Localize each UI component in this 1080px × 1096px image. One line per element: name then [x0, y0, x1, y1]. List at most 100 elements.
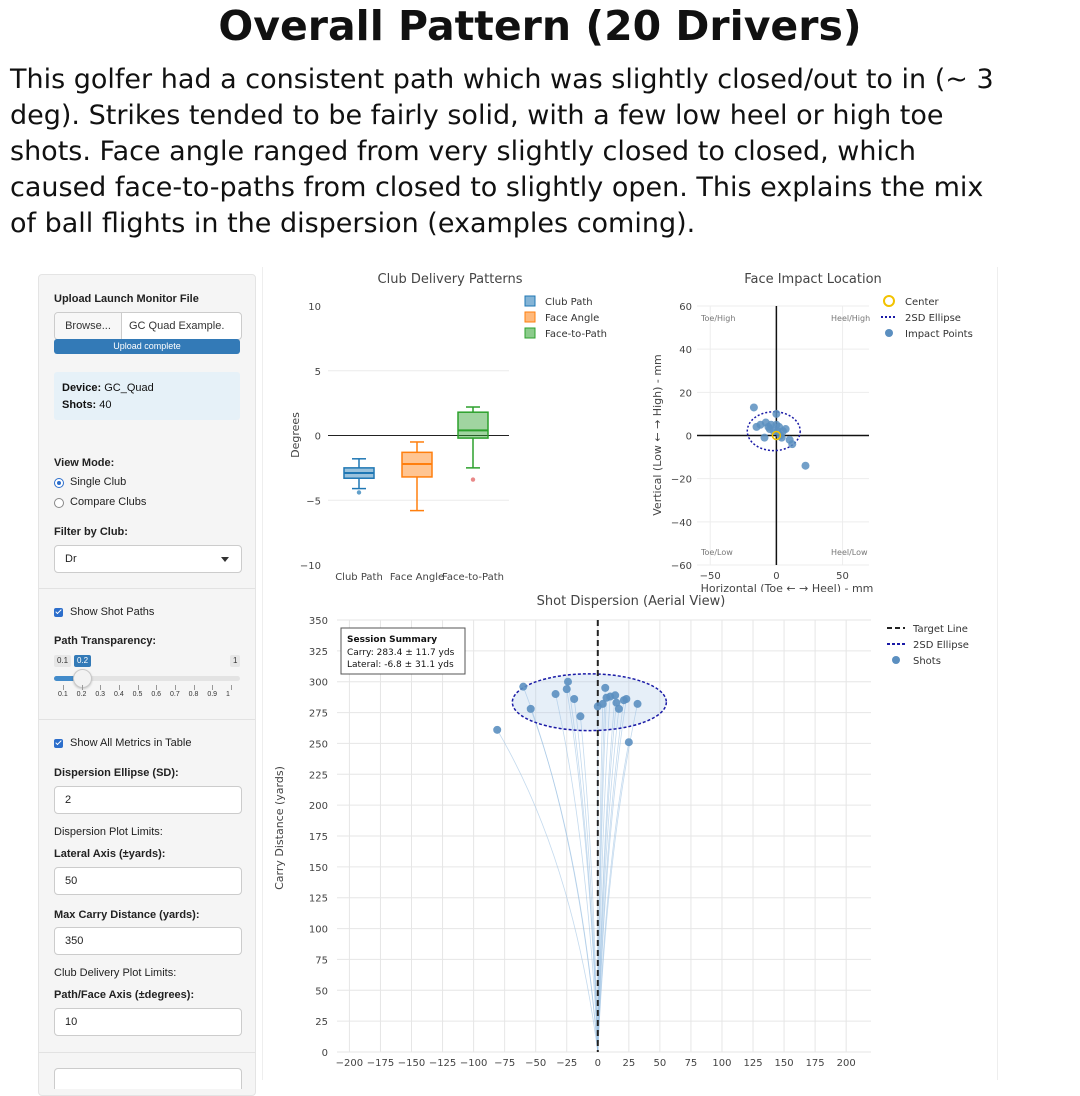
corner-label: Heel/Low [831, 548, 868, 557]
chart-title: Shot Dispersion (Aerial View) [537, 594, 726, 609]
device-value: GC_Quad [104, 382, 154, 394]
shot-path [530, 708, 599, 1053]
legend-swatch [885, 329, 893, 337]
radio-compare-clubs[interactable] [54, 498, 64, 508]
legend-label: Impact Points [905, 329, 973, 340]
x-tick-label: Club Path [335, 572, 383, 583]
path-transparency-label: Path Transparency: [54, 635, 157, 647]
y-tick-label: 300 [309, 678, 328, 689]
shot-point [526, 704, 535, 713]
club-delivery-chart: Club Delivery Patterns 10 5 0 −5 −10 Degrees Cl… [289, 272, 607, 583]
device-label: Device: [62, 382, 102, 394]
slider-tick [156, 685, 158, 690]
lateral-axis-input[interactable]: 50 [54, 867, 242, 895]
path-face-axis-label: Path/Face Axis (±degrees): [54, 989, 195, 1001]
x-tick-label: 175 [806, 1058, 825, 1069]
y-tick-label: 125 [309, 894, 328, 905]
path-face-axis-input[interactable]: 10 [54, 1008, 242, 1036]
y-tick-label: 25 [315, 1017, 328, 1028]
y-tick-label: 10 [308, 302, 321, 313]
y-tick-label: −20 [671, 475, 692, 486]
intro-line: caused face-to-paths from closed to slig… [10, 172, 984, 203]
shot-path [573, 698, 599, 1053]
legend-label: Shots [913, 656, 941, 667]
club-select[interactable]: Dr [54, 545, 242, 573]
show-shot-paths-checkbox[interactable] [54, 608, 63, 617]
shot-path [597, 698, 627, 1053]
divider [39, 588, 255, 589]
slider-tick [231, 685, 232, 690]
y-tick-label: −5 [306, 496, 321, 507]
slider-tick-label: 0.2 [76, 691, 87, 698]
y-tick-label: 40 [679, 345, 692, 356]
impact-point [788, 440, 797, 449]
x-tick-label: −25 [556, 1058, 577, 1069]
legend-swatch [883, 295, 895, 307]
download-button[interactable] [54, 1068, 242, 1089]
radio-single-club-label[interactable]: Single Club [70, 476, 127, 488]
shot-point [551, 690, 560, 699]
club-select-value: Dr [65, 553, 77, 565]
x-tick-label: −50 [700, 571, 721, 582]
legend-swatch [524, 295, 536, 307]
charts-panel: Club Delivery Patterns 10 5 0 −5 −10 Degrees Cl… [262, 267, 998, 1080]
legend-label: 2SD Ellipse [913, 640, 969, 651]
slider-tick [137, 685, 139, 690]
slider-tick [81, 685, 83, 690]
intro-line: deg). Strikes tended to be fairly solid,… [10, 100, 944, 131]
shot-dispersion-chart: Shot Dispersion (Aerial View) 350 325 300 27… [273, 594, 969, 1069]
y-axis-label: Carry Distance (yards) [273, 766, 286, 890]
radio-single-club[interactable] [54, 478, 64, 488]
ellipse-sd-input[interactable]: 2 [54, 786, 242, 814]
shot-point [612, 698, 621, 707]
y-tick-label: 50 [315, 986, 328, 997]
shot-path [580, 716, 599, 1053]
y-tick-label: 200 [309, 801, 328, 812]
radio-compare-clubs-label[interactable]: Compare Clubs [70, 496, 147, 508]
max-carry-input[interactable]: 350 [54, 927, 242, 955]
chart-title: Face Impact Location [744, 272, 882, 287]
browse-button[interactable]: Browse... [55, 313, 122, 339]
shots-label: Shots: [62, 399, 97, 411]
shot-point [614, 704, 623, 713]
sidebar-panel: Upload Launch Monitor File Browse... GC … [38, 274, 256, 1096]
shot-point [570, 694, 579, 703]
slider-tick [63, 685, 64, 690]
slider-fill [54, 676, 82, 681]
corner-label: Toe/High [700, 314, 735, 323]
show-all-metrics-label[interactable]: Show All Metrics in Table [70, 737, 192, 749]
x-tick-label: Face-to-Path [442, 572, 504, 583]
dispersion-ellipse [511, 673, 668, 732]
impact-point [772, 409, 781, 418]
y-tick-label: 60 [679, 302, 692, 313]
y-tick-label: 275 [309, 709, 328, 720]
x-tick-label: 100 [712, 1058, 731, 1069]
show-all-metrics-checkbox[interactable] [54, 739, 63, 748]
shot-point [493, 725, 502, 734]
x-tick-label: −125 [429, 1058, 456, 1069]
legend-label: Target Line [912, 624, 968, 635]
shot-point [598, 699, 607, 708]
x-tick-label: −150 [398, 1058, 425, 1069]
y-tick-label: −60 [671, 561, 692, 572]
file-name: GC Quad Example. [129, 320, 225, 332]
upload-progress-bar: Upload complete [54, 339, 240, 354]
plot-limits-label: Dispersion Plot Limits: [54, 826, 163, 838]
slider-track[interactable] [54, 676, 240, 681]
legend-label: Face Angle [545, 313, 599, 324]
slider-tick-label: 0.8 [188, 691, 199, 698]
legend-label: Center [905, 297, 940, 308]
x-tick-label: 50 [836, 571, 849, 582]
y-axis-label: Degrees [289, 412, 302, 458]
y-tick-label: 75 [315, 955, 328, 966]
x-tick-label: −100 [460, 1058, 487, 1069]
show-shot-paths-label[interactable]: Show Shot Paths [70, 606, 155, 618]
x-tick-label: 25 [622, 1058, 635, 1069]
file-input[interactable]: Browse... GC Quad Example. [54, 312, 242, 340]
outlier-point [356, 490, 362, 495]
summary-carry: Carry: 283.4 ± 11.7 yds [347, 648, 455, 658]
y-tick-label: 175 [309, 832, 328, 843]
y-tick-label: 250 [309, 739, 328, 750]
x-axis-label: Horizontal (Toe ← → Heel) - mm [701, 582, 874, 592]
view-mode-label: View Mode: [54, 457, 115, 469]
